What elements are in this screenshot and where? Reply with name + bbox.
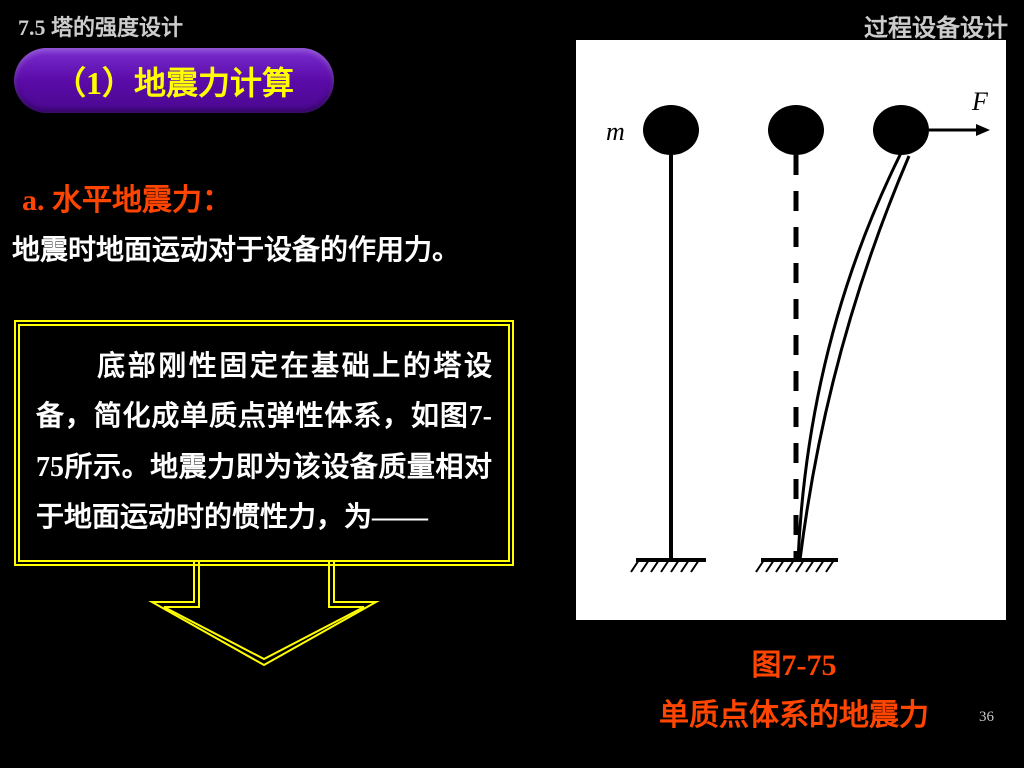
- rod-2-bent-right: [800, 156, 909, 560]
- figure-number: 图7-75: [664, 640, 924, 684]
- figure-7-75: m F: [576, 40, 1006, 620]
- force-arrow-head: [976, 124, 990, 136]
- callout-box: 底部刚性固定在基础上的塔设备，简化成单质点弹性体系，如图7-75所示。地震力即为…: [14, 320, 514, 566]
- callout-text: 底部刚性固定在基础上的塔设备，简化成单质点弹性体系，如图7-75所示。地震力即为…: [36, 342, 492, 544]
- subsection-a-heading: a. 水平地震力：: [22, 175, 232, 219]
- topic-pill-text: （1）地震力计算: [54, 58, 294, 104]
- label-F: F: [971, 87, 989, 116]
- callout-arrow-box: 底部刚性固定在基础上的塔设备，简化成单质点弹性体系，如图7-75所示。地震力即为…: [14, 320, 514, 676]
- subsection-a-description: 地震时地面运动对于设备的作用力。: [12, 228, 532, 268]
- section-number-title: 7.5 塔的强度设计: [18, 10, 183, 42]
- course-title: 过程设备设计: [864, 8, 1008, 43]
- mass-1: [643, 105, 699, 155]
- topic-pill: （1）地震力计算: [14, 48, 334, 113]
- label-m: m: [606, 117, 625, 146]
- figure-caption: 单质点体系的地震力: [594, 690, 994, 734]
- mass-2-displaced: [873, 105, 929, 155]
- pendulum-diagram: m F: [576, 40, 1006, 620]
- mass-2-original: [768, 105, 824, 155]
- page-number: 36: [979, 709, 994, 726]
- callout-arrow: [14, 566, 514, 676]
